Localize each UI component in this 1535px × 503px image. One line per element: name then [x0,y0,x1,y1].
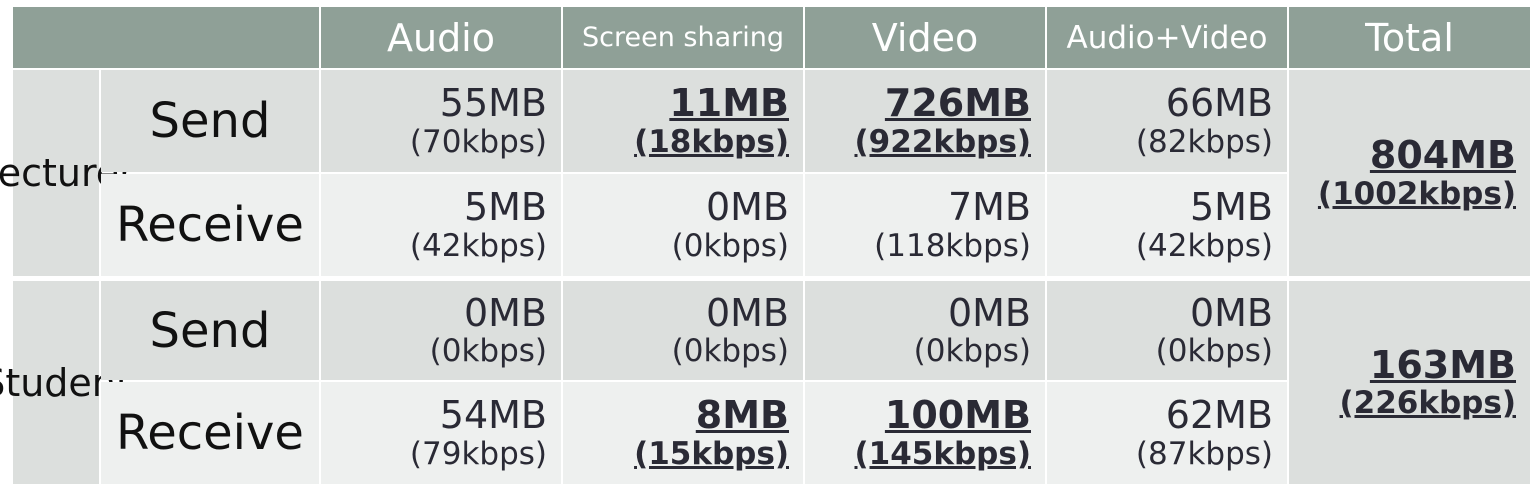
data-rate: (0kbps) [1155,333,1273,370]
table-cell: 11MB (18kbps) [563,70,803,172]
table-cell: 7MB (118kbps) [805,174,1045,276]
table-cell: 0MB (0kbps) [1047,281,1287,380]
data-size: 54MB [439,393,547,438]
data-size: 11MB [669,81,789,126]
data-rate: (0kbps) [671,333,789,370]
data-rate: (42kbps) [1135,227,1273,264]
data-rate: (0kbps) [913,333,1031,370]
table-cell: 54MB (79kbps) [321,382,561,484]
data-rate: (70kbps) [409,123,547,160]
total-rate: (1002kbps) [1317,175,1516,212]
group-label-lecturer: Lecturer [0,70,135,276]
data-rate: (922kbps) [854,123,1032,160]
data-size: 55MB [439,81,547,126]
table-cell: 62MB (87kbps) [1047,382,1287,484]
data-size: 0MB [463,290,547,335]
data-size: 7MB [947,185,1031,230]
table-cell: 8MB (15kbps) [563,382,803,484]
row-label: Receive [101,174,319,276]
table-cell: 55MB (70kbps) [321,70,561,172]
data-size: 0MB [705,185,789,230]
data-size: 100MB [884,393,1031,438]
group-label-student: Student [0,281,131,484]
data-rate: (42kbps) [409,227,547,264]
total-size: 804MB [1369,133,1516,178]
table-cell: 5MB (42kbps) [1047,174,1287,276]
table-cell: 0MB (0kbps) [563,174,803,276]
data-size: 5MB [463,185,547,230]
data-rate: (79kbps) [409,435,547,472]
row-label: Send [101,281,319,380]
header-corner [13,7,319,68]
data-size: 5MB [1189,185,1273,230]
header-audio-video: Audio+Video [1047,7,1287,68]
data-rate: (18kbps) [634,123,789,160]
header-audio: Audio [321,7,561,68]
table-cell: 0MB (0kbps) [805,281,1045,380]
data-size: 0MB [947,290,1031,335]
header-screen-sharing: Screen sharing [563,7,803,68]
row-label: Send [101,70,319,172]
data-size: 0MB [705,290,789,335]
data-rate: (82kbps) [1135,123,1273,160]
data-rate: (0kbps) [429,333,547,370]
data-size: 726MB [884,81,1031,126]
data-rate: (15kbps) [634,435,789,472]
data-size: 8MB [695,393,789,438]
table-cell: 0MB (0kbps) [321,281,561,380]
header-video: Video [805,7,1045,68]
table-cell: 0MB (0kbps) [563,281,803,380]
table-cell: 726MB (922kbps) [805,70,1045,172]
table-cell: 100MB (145kbps) [805,382,1045,484]
total-rate: (226kbps) [1339,385,1517,422]
data-rate: (118kbps) [874,227,1031,264]
data-size: 0MB [1189,290,1273,335]
data-rate: (0kbps) [671,227,789,264]
bandwidth-table: Audio Screen sharing Video Audio+Video T… [0,7,1530,484]
data-size: 66MB [1165,81,1273,126]
total-size: 163MB [1369,342,1516,387]
row-label: Receive [101,382,319,484]
total-cell: 804MB (1002kbps) [1289,70,1530,276]
table-cell: 5MB (42kbps) [321,174,561,276]
data-rate: (145kbps) [854,435,1032,472]
total-cell: 163MB (226kbps) [1289,281,1530,484]
header-total: Total [1289,7,1530,68]
data-size: 62MB [1165,393,1273,438]
data-rate: (87kbps) [1135,435,1273,472]
table-cell: 66MB (82kbps) [1047,70,1287,172]
